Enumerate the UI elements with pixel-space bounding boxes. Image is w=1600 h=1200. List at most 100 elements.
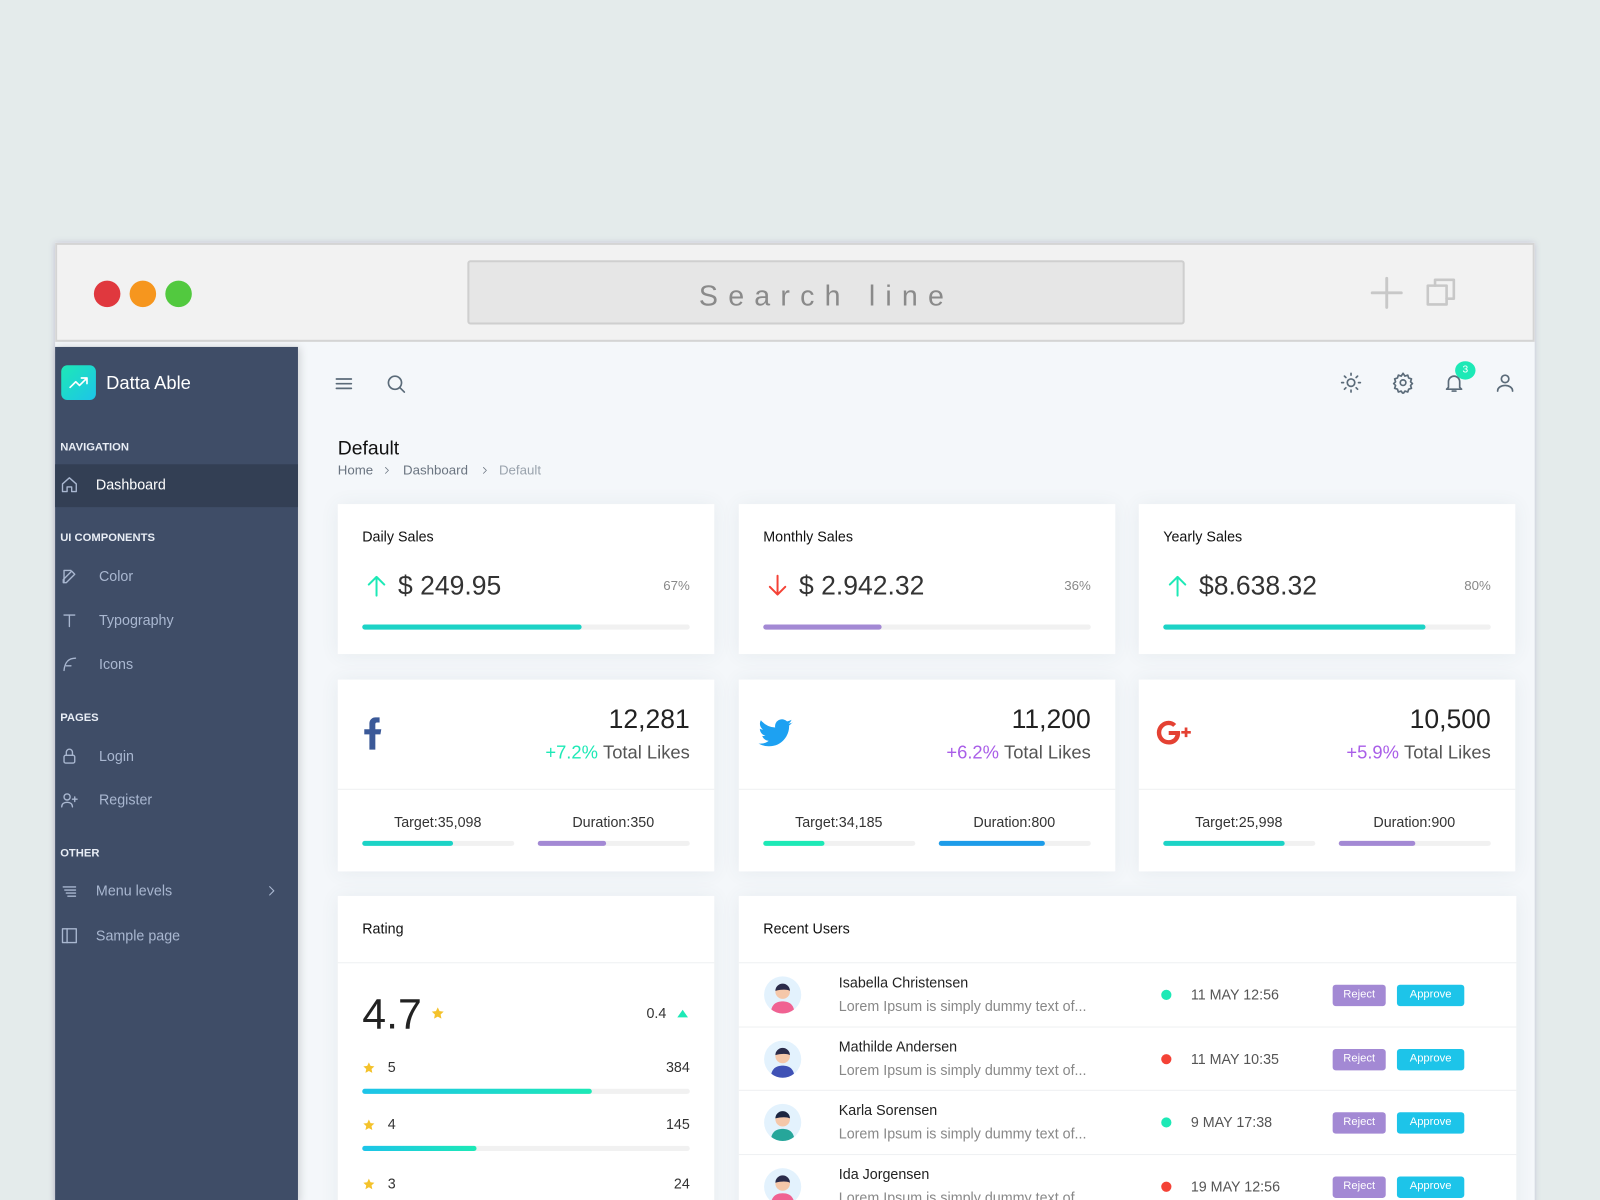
status-dot [1161,1117,1172,1128]
notification-count[interactable]: 3 [1462,364,1469,376]
social-target: Target:35,098 [394,813,482,831]
brand-logo[interactable] [61,365,96,400]
nav-icon[interactable] [60,747,78,765]
social-icon[interactable] [354,712,395,753]
nav-item[interactable]: Login [98,747,134,764]
card-divider [337,962,715,964]
nav-icon[interactable] [60,791,78,809]
nav-item[interactable]: Icons [98,655,134,673]
menu-toggle[interactable] [333,372,355,394]
user-time: 19 MAY 12:56 [1190,1178,1281,1195]
social-icon[interactable] [755,712,796,753]
window-control[interactable] [93,280,121,308]
rating-count: 145 [665,1115,690,1133]
theme-toggle[interactable] [1340,371,1362,393]
breadcrumb-item[interactable]: Dashboard [403,462,468,478]
user-name: Mathilde Andersen [838,1038,958,1055]
approve-button[interactable] [1396,984,1465,1007]
profile-button[interactable] [1494,371,1516,393]
new-tab-icon[interactable] [1367,273,1406,312]
window-control[interactable] [129,280,157,308]
nav-section-title: NAVIGATION [60,441,130,454]
user-avatar [764,1168,802,1200]
row-divider [738,1026,1517,1028]
nav-section-title: UI COMPONENTS [60,532,156,545]
card-divider [738,788,1116,790]
card-divider [738,962,1517,964]
user-text: Lorem Ipsum is simply dummy text of... [838,1125,1087,1142]
notifications-button[interactable] [1443,371,1465,393]
nav-item-active[interactable] [55,464,298,508]
social-count: 10,500 [1409,703,1491,735]
nav-icon[interactable] [60,567,78,585]
sales-amount: $ 249.95 [397,569,502,601]
approve-button[interactable] [1396,1176,1465,1198]
nav-item[interactable]: Sample page [95,927,181,944]
approve-button[interactable] [1396,1048,1465,1071]
social-card [337,679,715,872]
sales-percent: 36% [1064,577,1091,594]
rating-count: 24 [673,1175,690,1192]
nav-item[interactable]: Register [98,791,153,808]
nav-item[interactable]: Dashboard [95,476,166,493]
brand-logo-icon[interactable] [67,371,89,393]
reject-label[interactable]: Reject [1343,1052,1376,1065]
settings-button[interactable] [1392,371,1414,394]
nav-item[interactable]: Menu levels [95,882,173,899]
approve-label[interactable]: Approve [1409,1115,1452,1128]
social-icon[interactable] [1155,712,1196,753]
reject-button[interactable] [1332,1048,1386,1071]
nav-icon[interactable] [60,882,78,900]
social-card [1138,679,1516,872]
approve-label[interactable]: Approve [1409,988,1452,1001]
approve-button[interactable] [1396,1112,1465,1134]
breadcrumb-item[interactable]: Home [337,462,374,478]
progress-bar [763,840,825,846]
reject-label[interactable]: Reject [1343,1180,1376,1193]
status-dot [1161,989,1172,1000]
trend-arrow [1168,575,1187,597]
rating-count: 384 [665,1058,690,1076]
search-placeholder[interactable]: Search line [698,279,955,312]
sales-title: Yearly Sales [1163,528,1243,545]
progress-bar [763,624,882,630]
tabs-icon[interactable] [1423,276,1458,311]
social-target: Target:25,998 [1195,813,1283,831]
social-card [738,679,1116,872]
nav-item[interactable]: Color [98,567,134,585]
row-divider [738,1154,1517,1156]
reject-button[interactable] [1332,1112,1386,1134]
rating-card [337,895,715,1200]
brand-name[interactable]: Datta Able [106,372,191,394]
reject-button[interactable] [1332,1176,1386,1198]
nav-item[interactable]: Typography [98,611,174,629]
user-text: Lorem Ipsum is simply dummy text of... [838,1061,1087,1079]
card-divider [1138,788,1516,790]
sales-percent: 67% [663,577,690,594]
row-star [362,1118,374,1130]
nav-icon[interactable] [60,655,78,673]
breadcrumb-item: Default [498,462,542,478]
recent-users-card [738,895,1517,1200]
submenu-chevron[interactable] [264,884,278,898]
reject-label[interactable]: Reject [1343,988,1376,1001]
nav-icon[interactable] [60,927,78,945]
row-star [362,1178,374,1189]
social-count: 11,200 [1011,703,1091,735]
user-avatar [764,976,802,1014]
rating-change: 0.4 [646,1004,667,1022]
nav-icon[interactable] [60,476,78,494]
nav-icon[interactable] [60,611,78,629]
approve-label[interactable]: Approve [1409,1180,1452,1193]
progress-bar [362,624,582,630]
user-time: 9 MAY 17:38 [1190,1113,1273,1131]
progress-bar [537,840,607,846]
reject-label[interactable]: Reject [1343,1115,1376,1128]
progress-track [362,1145,690,1152]
notification-badge[interactable] [1455,361,1476,380]
search-button[interactable] [385,372,407,394]
window-control[interactable] [165,280,192,308]
approve-label[interactable]: Approve [1409,1052,1452,1065]
search-bar[interactable] [467,260,1185,325]
reject-button[interactable] [1332,984,1386,1007]
